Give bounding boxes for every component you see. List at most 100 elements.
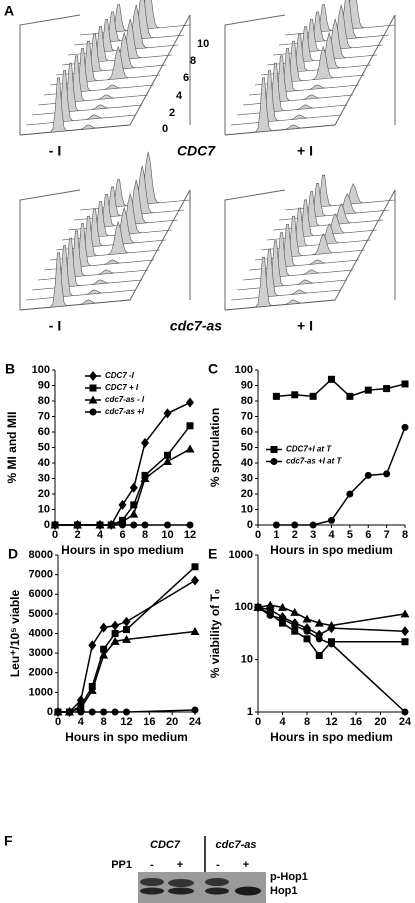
y-tick-label: 20: [241, 488, 253, 500]
histogram: [31, 237, 143, 291]
marker: [327, 623, 336, 634]
x-tick-label: 8: [304, 716, 310, 728]
box-edge: [19, 14, 81, 135]
histogram: [224, 256, 336, 311]
y-tick-label: 6000: [29, 588, 53, 600]
band: [140, 878, 164, 886]
histogram: [224, 77, 336, 136]
marker: [164, 521, 171, 529]
x-axis-title: Hours in spo medium: [61, 543, 184, 557]
condition: + I: [297, 318, 313, 334]
legend-label: cdc7-as - I: [105, 395, 145, 404]
x-tick-label: 8: [402, 529, 408, 541]
gene: cdc7-as: [170, 318, 222, 334]
marker: [272, 392, 280, 400]
x-tick-label: 10: [161, 529, 173, 541]
marker: [89, 384, 97, 392]
x-axis-title: Hours in spo medium: [65, 730, 188, 744]
x-tick-label: 2: [292, 529, 298, 541]
x-tick-label: 0: [55, 716, 61, 728]
marker: [100, 645, 108, 653]
marker: [129, 482, 138, 493]
y-tick-label: 30: [38, 472, 50, 484]
x-tick-label: 4: [279, 716, 286, 728]
marker: [129, 509, 139, 518]
marker: [270, 446, 278, 453]
marker: [291, 521, 299, 529]
y-tick-label: 0: [44, 519, 50, 531]
histogram: [31, 62, 143, 116]
marker: [191, 706, 199, 714]
band-label: Hop1: [270, 885, 298, 897]
y-tick-label: 90: [38, 379, 50, 391]
marker: [122, 616, 131, 627]
marker: [364, 386, 372, 394]
lane: -: [150, 859, 154, 871]
y-tick-label: 2000: [29, 667, 53, 679]
marker: [401, 380, 409, 388]
marker: [110, 636, 120, 645]
marker: [278, 602, 287, 611]
x-tick-label: 20: [166, 716, 178, 728]
gene: CDC7: [177, 143, 216, 159]
y-tick-label: 70: [241, 410, 253, 422]
marker: [383, 470, 391, 478]
x-axis-title: Hours in spo medium: [270, 543, 393, 557]
marker: [346, 392, 354, 400]
marker: [89, 371, 97, 381]
marker: [119, 521, 126, 529]
x-tick-label: 8: [142, 529, 148, 541]
marker: [314, 618, 324, 627]
axis-tick: 0: [162, 123, 168, 135]
flow-cytometry-plots: [19, 0, 396, 311]
histogram: [19, 77, 131, 136]
marker: [400, 609, 410, 618]
y-tick-label: 100: [32, 364, 50, 376]
marker: [291, 627, 299, 635]
y-tick-label: 7000: [29, 569, 53, 581]
marker: [383, 385, 391, 393]
marker: [130, 501, 138, 509]
y-tick-label: 60: [38, 426, 50, 438]
x-tick-label: 3: [310, 529, 316, 541]
series-line: [55, 425, 191, 526]
x-tick-label: 0: [255, 716, 261, 728]
marker: [141, 521, 149, 529]
panel-label: B: [5, 361, 15, 377]
y-tick-label: 10: [241, 654, 253, 666]
x-axis-title: Hours in spo medium: [270, 730, 393, 744]
band: [168, 887, 194, 895]
y-axis-title: % viability of T₀: [208, 589, 222, 678]
axis-tick: 6: [183, 72, 189, 84]
marker: [303, 627, 311, 635]
marker: [191, 575, 199, 586]
marker: [279, 619, 286, 627]
marker: [309, 392, 317, 400]
marker: [401, 626, 409, 637]
treatment: PP1: [111, 859, 132, 871]
condition: - I: [49, 318, 61, 334]
marker: [328, 516, 335, 524]
y-tick-label: 40: [38, 457, 50, 469]
y-axis-title: % sporulation: [208, 408, 222, 487]
x-tick-label: 4: [328, 529, 335, 541]
marker: [265, 600, 275, 609]
y-tick-label: 10: [38, 503, 50, 515]
marker: [254, 603, 262, 611]
y-tick-label: 1000: [29, 686, 53, 698]
x-tick-label: 5: [347, 529, 353, 541]
y-tick-label: 1: [247, 706, 253, 718]
marker: [100, 708, 108, 716]
x-tick-label: 24: [399, 716, 412, 728]
marker: [88, 395, 98, 404]
marker: [315, 652, 323, 660]
histogram: [25, 245, 137, 301]
legend-label: CDC7 -I: [105, 371, 135, 380]
y-tick-label: 4000: [29, 627, 53, 639]
marker: [140, 474, 150, 482]
marker: [364, 471, 372, 479]
axis-tick: 2: [169, 107, 175, 119]
condition: - I: [49, 143, 61, 159]
y-axis-title: Leu⁺/10⁵ viable: [8, 590, 22, 678]
